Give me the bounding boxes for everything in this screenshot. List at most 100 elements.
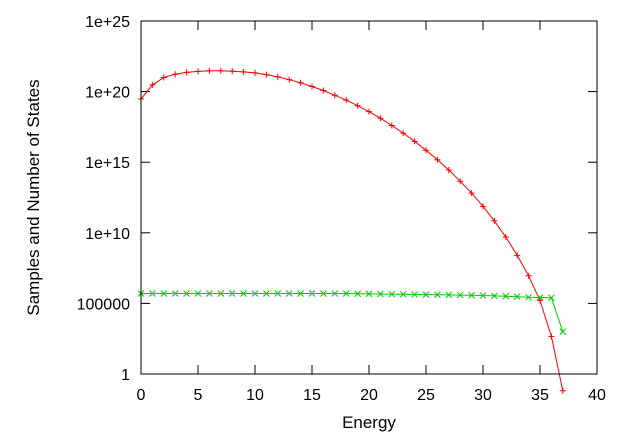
y-tick-label: 1e+25: [85, 14, 130, 31]
data-point-marker: [456, 291, 464, 299]
data-point-marker: [320, 87, 327, 94]
data-point-marker: [559, 387, 566, 394]
data-point-marker: [149, 81, 156, 88]
data-point-marker: [183, 290, 190, 297]
x-tick-label: 15: [303, 387, 321, 404]
x-tick-label: 30: [474, 387, 492, 404]
x-tick-label: 20: [360, 387, 378, 404]
y-tick-label: 1e+15: [85, 155, 130, 172]
data-point-marker: [251, 290, 259, 297]
series-layer: [137, 67, 567, 394]
data-point-marker: [400, 130, 407, 137]
x-tick-label: 40: [588, 387, 606, 404]
data-point-marker: [172, 71, 179, 78]
data-point-marker: [217, 290, 225, 297]
data-point-marker: [171, 290, 179, 297]
ticks-layer: [140, 20, 598, 375]
y-tick-label: 1e+20: [85, 85, 130, 102]
data-point-marker: [263, 71, 270, 78]
data-point-marker: [388, 290, 396, 298]
data-point-marker: [559, 328, 567, 335]
data-point-marker: [274, 290, 282, 297]
data-point-marker: [149, 290, 156, 297]
data-point-marker: [548, 333, 555, 340]
data-point-marker: [399, 290, 407, 298]
data-point-marker: [548, 294, 555, 302]
data-point-marker: [206, 290, 213, 297]
data-point-marker: [320, 290, 327, 297]
data-point-marker: [502, 292, 510, 300]
data-point-marker: [228, 290, 236, 297]
data-point-marker: [195, 68, 201, 75]
x-tick-label: 25: [417, 387, 435, 404]
data-point-marker: [240, 68, 247, 75]
series-line: [141, 293, 564, 332]
data-point-marker: [445, 291, 453, 299]
data-point-marker: [537, 297, 543, 304]
data-point-marker: [297, 290, 304, 297]
data-point-marker: [525, 272, 532, 279]
data-point-marker: [217, 67, 224, 74]
data-point-marker: [354, 290, 361, 298]
data-point-marker: [354, 102, 361, 109]
data-point-marker: [183, 69, 190, 76]
data-point-marker: [468, 190, 475, 197]
data-point-marker: [331, 290, 339, 297]
data-point-marker: [160, 290, 168, 297]
data-point-marker: [434, 291, 441, 299]
data-point-marker: [468, 291, 475, 299]
y-axis-title: Samples and Number of States: [24, 79, 43, 315]
data-point-marker: [285, 290, 293, 297]
data-point-marker: [274, 73, 281, 80]
plot-frame: [140, 20, 598, 375]
data-point-marker: [343, 97, 350, 104]
x-axis-title: Energy: [342, 413, 396, 432]
data-point-marker: [308, 290, 316, 297]
data-point-marker: [502, 234, 509, 241]
data-point-marker: [480, 203, 486, 210]
data-point-marker: [365, 290, 373, 298]
x-tick-label: 35: [531, 387, 549, 404]
data-point-marker: [388, 122, 395, 129]
y-tick-label: 1e+10: [85, 226, 130, 243]
series-line: [140, 70, 564, 391]
data-point-marker: [263, 290, 270, 297]
data-point-marker: [514, 252, 521, 259]
data-point-marker: [206, 67, 213, 74]
x-tick-label: 10: [246, 387, 264, 404]
data-point-marker: [252, 69, 258, 76]
data-point-marker: [479, 292, 487, 299]
data-point-marker: [342, 290, 350, 297]
data-point-marker: [377, 115, 384, 122]
series-1: [138, 67, 566, 394]
y-tick-label: 100000: [77, 296, 130, 313]
data-point-marker: [513, 293, 521, 301]
x-tick-label: 5: [194, 387, 203, 404]
y-tick-label: 1: [121, 367, 130, 384]
x-tick-label: 0: [137, 387, 146, 404]
data-point-marker: [229, 68, 236, 75]
data-point-marker: [411, 291, 418, 298]
labels-layer: 0 5 10 15 20 25 30 35 40 1 100000 1e+10 1e+15 1e+20 1e…: [77, 14, 606, 404]
data-point-marker: [445, 167, 452, 174]
data-point-marker: [434, 156, 441, 163]
data-point-marker: [536, 294, 544, 301]
data-point-marker: [297, 79, 304, 86]
data-point-marker: [457, 178, 464, 185]
data-point-marker: [422, 291, 430, 298]
data-point-marker: [286, 76, 293, 83]
data-point-marker: [377, 290, 384, 298]
data-point-marker: [423, 147, 429, 154]
data-point-marker: [366, 108, 372, 115]
data-point-marker: [491, 292, 498, 300]
data-point-marker: [491, 217, 498, 224]
data-point-marker: [240, 290, 247, 297]
data-point-marker: [525, 293, 532, 301]
series-2: [137, 290, 567, 335]
data-point-marker: [411, 138, 418, 145]
data-point-marker: [194, 290, 202, 297]
data-point-marker: [331, 92, 338, 99]
data-point-marker: [309, 83, 315, 90]
